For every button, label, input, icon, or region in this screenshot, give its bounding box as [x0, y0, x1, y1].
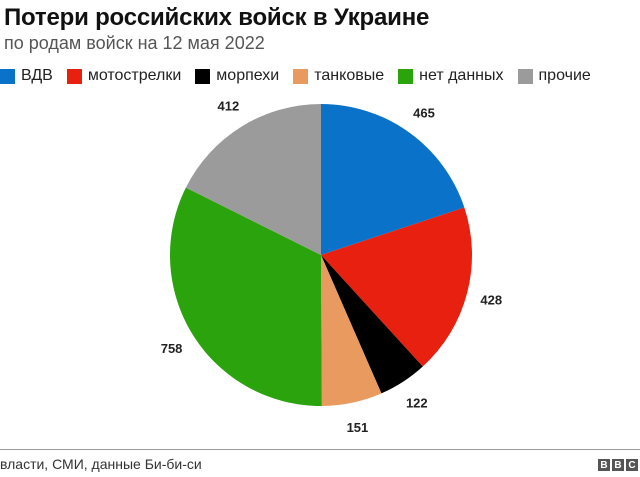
bbc-logo-letter: B — [598, 459, 610, 471]
legend-item: морпехи — [195, 67, 279, 85]
legend-swatch — [398, 68, 414, 84]
bbc-logo-letter: B — [612, 459, 624, 471]
bbc-logo-letter: C — [626, 459, 638, 471]
legend-swatch — [0, 68, 15, 84]
slice-value-label: 428 — [480, 292, 502, 307]
legend-item: нет данных — [398, 67, 504, 85]
legend-label: танковые — [314, 67, 385, 84]
legend-item: мотострелки — [66, 67, 182, 85]
legend-item: прочие — [517, 67, 591, 85]
slice-value-label: 758 — [161, 341, 183, 356]
legend-label: ВДВ — [21, 67, 53, 84]
legend-label: морпехи — [216, 67, 280, 84]
legend-item: танковые — [293, 67, 384, 85]
slice-value-label: 465 — [413, 105, 435, 120]
legend-swatch — [66, 68, 82, 84]
chart-legend: ВДВ мотострелки морпехи танковые нет данных п… — [0, 67, 605, 85]
legend-label: прочие — [538, 67, 591, 84]
pie-slice — [321, 207, 472, 367]
pie-slice — [321, 255, 423, 394]
source-text: власти, СМИ, данные Би-би-си — [0, 456, 202, 472]
slice-value-label: 122 — [406, 396, 428, 411]
legend-label: мотострелки — [87, 67, 182, 84]
pie-slice — [321, 255, 382, 406]
chart-subtitle: по родам войск на 12 мая 2022 — [4, 33, 265, 53]
pie-slice — [185, 103, 321, 255]
legend-swatch — [195, 68, 211, 84]
pie-slice — [321, 104, 465, 255]
legend-label: нет данных — [419, 67, 504, 84]
slice-value-label: 151 — [347, 420, 369, 435]
legend-item: ВДВ — [0, 67, 53, 85]
footer-divider — [0, 449, 640, 450]
bbc-logo: B B C — [598, 459, 638, 471]
pie-slice — [170, 187, 322, 406]
chart-title: Потери российских войск в Украине — [4, 4, 430, 31]
pie-chart: 465 428 122 151 758 412 — [161, 98, 502, 435]
legend-swatch — [517, 68, 533, 84]
legend-swatch — [293, 68, 309, 84]
slice-value-label: 412 — [218, 98, 240, 113]
